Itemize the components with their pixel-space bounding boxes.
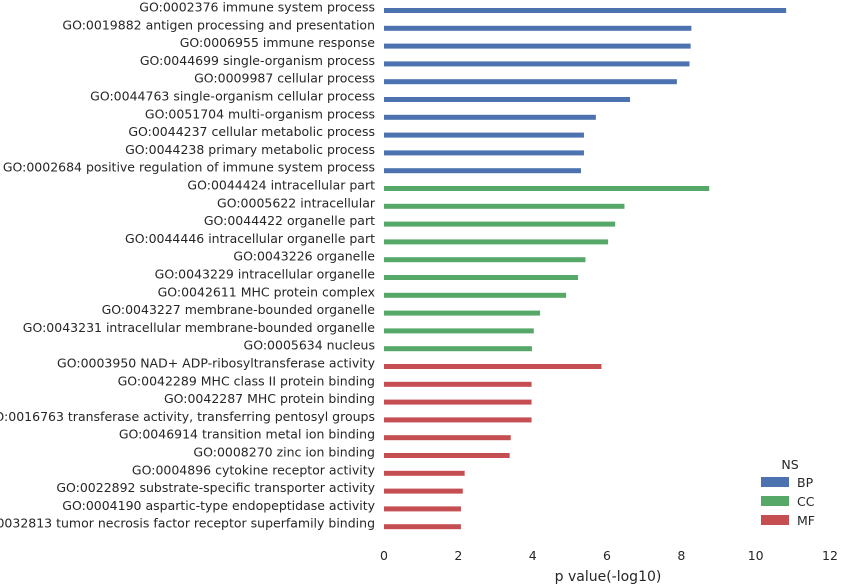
bar-cc [384,186,710,191]
bar-cc [384,310,541,316]
bars-layer [384,8,787,530]
x-tick-label: 0 [380,548,388,563]
category-label: GO:0043231 intracellular membrane-bounde… [23,320,376,335]
x-axis-ticks: 0 2 4 6 8 10 12 [380,548,838,563]
bar-mf [384,381,532,387]
category-label: GO:0005634 nucleus [244,338,375,353]
category-label: GO:0032813 tumor necrosis factor recepto… [0,516,375,531]
category-label: GO:0044422 organelle part [204,213,375,228]
category-label: GO:0042289 MHC class II protein binding [118,373,375,388]
bar-bp [384,132,584,138]
bar-mf [384,417,532,423]
bar-bp [384,25,692,31]
category-label: GO:0044446 intracellular organelle part [125,231,375,246]
category-label: GO:0044238 primary metabolic process [125,142,375,157]
bar-bp [384,8,787,13]
legend-swatch-bp [761,477,789,487]
bar-cc [384,328,534,334]
legend-label-cc: CC [797,494,815,509]
x-tick-label: 8 [677,548,685,563]
category-label: GO:0044424 intracellular part [187,178,375,193]
legend-label-bp: BP [797,475,814,490]
bar-cc [384,239,609,245]
bar-mf [384,470,465,476]
category-label: GO:0009987 cellular process [194,71,375,86]
bar-bp [384,168,581,174]
category-label: GO:0043227 membrane-bounded organelle [102,302,376,317]
category-label: GO:0004190 aspartic-type endopeptidase a… [62,498,375,513]
category-labels: GO:0002376 immune system process GO:00198… [0,0,376,531]
x-axis-label: p value(-log10) [555,569,662,585]
bar-mf [384,364,602,369]
category-label: GO:0004896 cytokine receptor activity [132,462,376,477]
category-label: GO:0003950 NAD+ ADP-ribosyltransferase a… [57,356,376,371]
legend: NS BP CC MF [761,457,815,528]
bar-bp [384,97,631,102]
category-label: GO:0005622 intracellular [217,195,376,210]
category-label: GO:0051704 multi-organism process [145,106,375,121]
bar-cc [384,292,567,298]
bar-mf [384,453,510,458]
category-label: GO:0044237 cellular metabolic process [128,124,375,139]
category-label: GO:0044699 single-organism process [140,53,375,68]
x-tick-label: 2 [454,548,462,563]
category-label: GO:0002376 immune system process [139,0,375,15]
bar-mf [384,399,532,405]
bar-cc [384,203,625,209]
bar-cc [384,221,616,227]
x-tick-label: 4 [529,548,537,563]
category-label: GO:0043226 organelle [233,249,375,264]
category-label: GO:0002684 positive regulation of immune… [3,160,375,175]
bar-cc [384,346,532,352]
bar-bp [384,114,596,120]
bar-mf [384,435,511,441]
category-label: GO:0044763 single-organism cellular proc… [90,89,375,104]
legend-swatch-mf [761,515,789,525]
category-label: GO:0043229 intracellular organelle [155,267,376,282]
x-tick-label: 6 [603,548,611,563]
legend-swatch-cc [761,496,789,506]
bar-cc [384,275,579,280]
category-label: GO:0006955 immune response [180,35,376,50]
category-label: GO:0046914 transition metal ion binding [119,427,375,442]
x-tick-label: 12 [822,548,838,563]
bar-cc [384,257,586,263]
category-label: GO:0022892 substrate-specific transporte… [56,480,375,495]
category-label: GO:0016763 transferase activity, transfe… [0,409,375,424]
bar-mf [384,524,461,530]
bar-bp [384,61,690,67]
category-label: GO:0042611 MHC protein complex [158,284,375,299]
bar-bp [384,150,584,156]
legend-label-mf: MF [797,513,815,528]
category-label: GO:0019882 antigen processing and presen… [62,17,375,32]
category-label: GO:0008270 zinc ion binding [193,445,375,460]
bar-bp [384,43,691,49]
category-label: GO:0042287 MHC protein binding [164,391,375,406]
legend-title: NS [781,457,798,472]
bar-mf [384,488,463,494]
bar-mf [384,506,461,512]
bar-bp [384,79,677,85]
x-tick-label: 10 [748,548,764,563]
